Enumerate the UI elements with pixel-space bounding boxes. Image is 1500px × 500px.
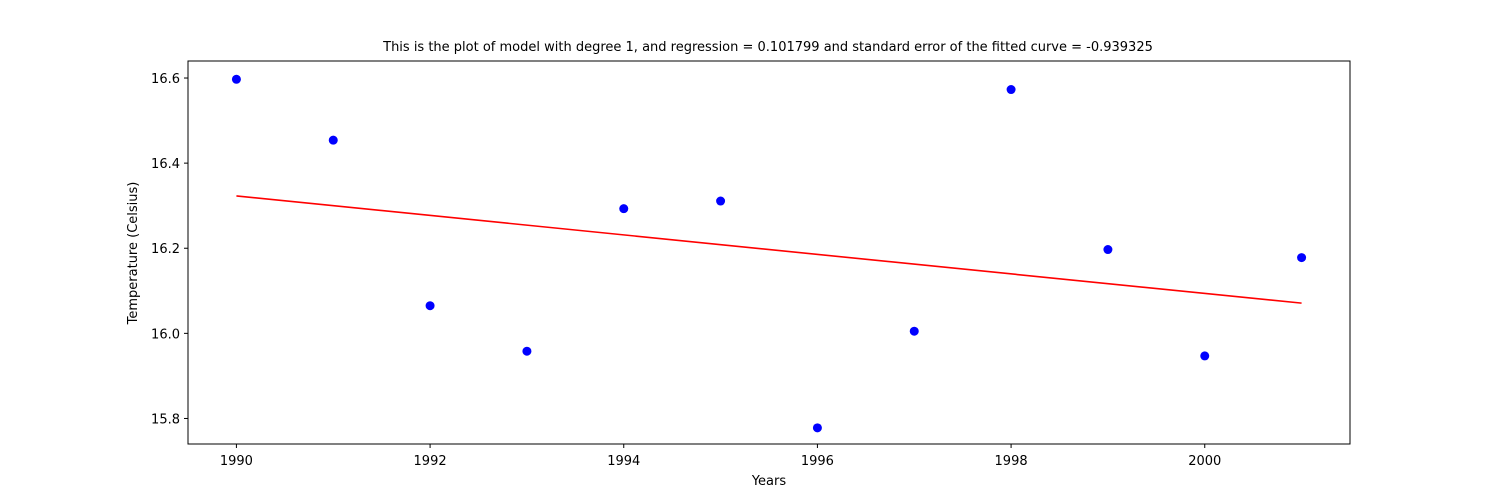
data-point	[909, 326, 919, 336]
y-axis-label: Temperature (Celsius)	[126, 182, 141, 326]
data-point	[716, 196, 726, 206]
data-point	[522, 346, 532, 356]
x-tick-label: 1998	[995, 454, 1028, 469]
y-tick-label: 16.6	[151, 72, 180, 87]
y-tick-label: 16.2	[151, 242, 180, 257]
x-tick-label: 2000	[1188, 454, 1221, 469]
data-point	[1103, 245, 1113, 255]
data-point	[812, 423, 822, 433]
plot-area	[231, 74, 1307, 433]
x-tick-label: 1992	[414, 454, 447, 469]
data-point	[1297, 253, 1307, 263]
y-tick-label: 15.8	[151, 412, 180, 427]
chart-title: This is the plot of model with degree 1,…	[382, 40, 1153, 55]
x-axis: 1990 1992 1994 1996 1998 2000	[220, 444, 1221, 469]
data-point	[619, 204, 629, 214]
y-tick-label: 16.0	[151, 327, 180, 342]
data-point	[231, 74, 241, 84]
x-tick-label: 1996	[801, 454, 834, 469]
data-point	[328, 135, 338, 145]
y-axis: 15.8 16.0 16.2 16.4 16.6	[151, 72, 188, 427]
data-point	[425, 301, 435, 311]
data-point	[1200, 351, 1210, 361]
x-tick-label: 1990	[220, 454, 253, 469]
fit-line	[236, 195, 1302, 304]
data-point	[1006, 85, 1016, 95]
plot-frame	[187, 60, 1351, 445]
x-axis-label: Years	[751, 474, 787, 489]
x-tick-label: 1994	[607, 454, 640, 469]
y-tick-label: 16.4	[151, 157, 180, 172]
